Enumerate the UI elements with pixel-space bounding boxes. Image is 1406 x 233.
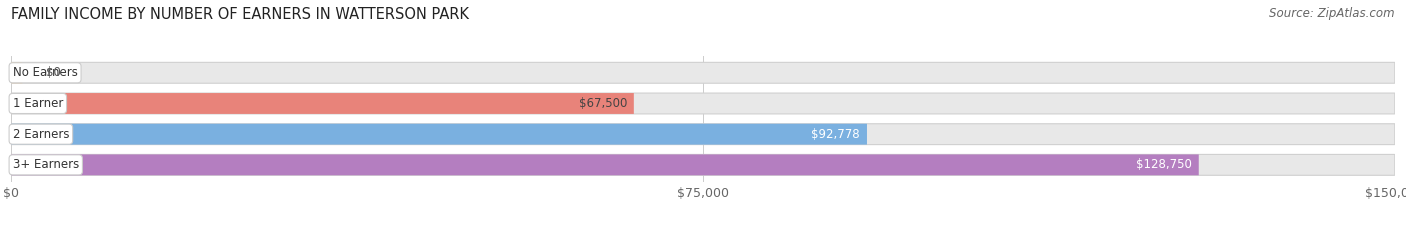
- FancyBboxPatch shape: [11, 154, 1199, 175]
- FancyBboxPatch shape: [11, 93, 634, 114]
- FancyBboxPatch shape: [11, 124, 1395, 145]
- FancyBboxPatch shape: [11, 93, 1395, 114]
- Text: FAMILY INCOME BY NUMBER OF EARNERS IN WATTERSON PARK: FAMILY INCOME BY NUMBER OF EARNERS IN WA…: [11, 7, 470, 22]
- Text: $67,500: $67,500: [578, 97, 627, 110]
- Text: $92,778: $92,778: [811, 128, 860, 141]
- Text: No Earners: No Earners: [13, 66, 77, 79]
- FancyBboxPatch shape: [11, 154, 1395, 175]
- Text: 2 Earners: 2 Earners: [13, 128, 69, 141]
- Text: $128,750: $128,750: [1136, 158, 1192, 171]
- Text: $0: $0: [46, 66, 60, 79]
- FancyBboxPatch shape: [11, 62, 22, 83]
- FancyBboxPatch shape: [11, 62, 1395, 83]
- Text: 3+ Earners: 3+ Earners: [13, 158, 79, 171]
- FancyBboxPatch shape: [11, 124, 868, 145]
- Text: Source: ZipAtlas.com: Source: ZipAtlas.com: [1270, 7, 1395, 20]
- Text: 1 Earner: 1 Earner: [13, 97, 63, 110]
